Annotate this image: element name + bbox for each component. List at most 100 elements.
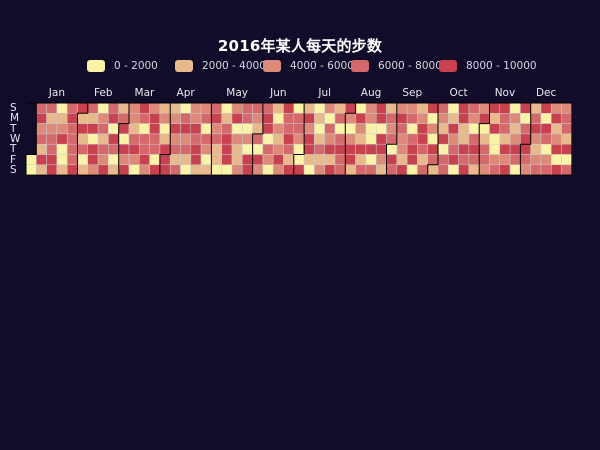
- day-cell[interactable]: [221, 164, 233, 176]
- day-cell[interactable]: [169, 102, 181, 114]
- day-cell[interactable]: [77, 113, 89, 124]
- day-cell[interactable]: [417, 113, 428, 124]
- legend-item[interactable]: 2000 - 4000: [175, 59, 266, 73]
- day-cell[interactable]: [87, 154, 99, 166]
- day-cell[interactable]: [386, 143, 398, 155]
- day-cell[interactable]: [561, 123, 573, 135]
- day-cell[interactable]: [231, 133, 243, 145]
- day-cell[interactable]: [520, 143, 531, 155]
- day-cell[interactable]: [406, 164, 418, 176]
- day-cell[interactable]: [139, 164, 150, 176]
- day-cell[interactable]: [437, 164, 449, 176]
- day-cell[interactable]: [334, 123, 346, 135]
- day-cell[interactable]: [345, 102, 356, 114]
- day-cell[interactable]: [108, 164, 119, 176]
- day-cell[interactable]: [427, 143, 439, 155]
- day-cell[interactable]: [242, 133, 253, 145]
- day-cell[interactable]: [314, 123, 325, 135]
- day-cell[interactable]: [530, 123, 542, 135]
- day-cell[interactable]: [118, 123, 130, 135]
- day-cell[interactable]: [540, 133, 552, 145]
- day-cell[interactable]: [314, 154, 325, 166]
- day-cell[interactable]: [56, 102, 68, 114]
- day-cell[interactable]: [448, 133, 459, 145]
- day-cell[interactable]: [303, 113, 315, 124]
- day-cell[interactable]: [520, 113, 531, 124]
- day-cell[interactable]: [46, 154, 58, 166]
- day-cell[interactable]: [77, 102, 89, 114]
- day-cell[interactable]: [427, 164, 439, 176]
- day-cell[interactable]: [489, 154, 501, 166]
- day-cell[interactable]: [509, 123, 521, 135]
- day-cell[interactable]: [231, 102, 243, 114]
- day-cell[interactable]: [561, 143, 573, 155]
- day-cell[interactable]: [355, 154, 367, 166]
- day-cell[interactable]: [468, 113, 480, 124]
- day-cell[interactable]: [303, 102, 315, 114]
- day-cell[interactable]: [499, 143, 511, 155]
- day-cell[interactable]: [108, 113, 119, 124]
- day-cell[interactable]: [478, 133, 490, 145]
- day-cell[interactable]: [211, 113, 222, 124]
- day-cell[interactable]: [36, 102, 47, 114]
- day-cell[interactable]: [437, 154, 449, 166]
- day-cell[interactable]: [283, 113, 295, 124]
- day-cell[interactable]: [139, 123, 150, 135]
- day-cell[interactable]: [46, 164, 58, 176]
- day-cell[interactable]: [375, 113, 387, 124]
- day-cell[interactable]: [303, 133, 315, 145]
- day-cell[interactable]: [489, 113, 501, 124]
- day-cell[interactable]: [87, 133, 99, 145]
- day-cell[interactable]: [355, 143, 367, 155]
- day-cell[interactable]: [334, 113, 346, 124]
- day-cell[interactable]: [417, 123, 428, 135]
- day-cell[interactable]: [458, 154, 470, 166]
- day-cell[interactable]: [355, 102, 367, 114]
- day-cell[interactable]: [324, 113, 336, 124]
- day-cell[interactable]: [509, 154, 521, 166]
- day-cell[interactable]: [200, 143, 212, 155]
- day-cell[interactable]: [561, 113, 573, 124]
- day-cell[interactable]: [448, 113, 459, 124]
- day-cell[interactable]: [396, 123, 408, 135]
- day-cell[interactable]: [417, 143, 428, 155]
- day-cell[interactable]: [437, 113, 449, 124]
- day-cell[interactable]: [551, 102, 562, 114]
- day-cell[interactable]: [262, 154, 274, 166]
- day-cell[interactable]: [242, 123, 253, 135]
- day-cell[interactable]: [448, 143, 459, 155]
- day-cell[interactable]: [345, 133, 356, 145]
- day-cell[interactable]: [262, 113, 274, 124]
- day-cell[interactable]: [66, 113, 78, 124]
- day-cell[interactable]: [458, 143, 470, 155]
- day-cell[interactable]: [437, 123, 449, 135]
- day-cell[interactable]: [458, 113, 470, 124]
- day-cell[interactable]: [221, 123, 233, 135]
- day-cell[interactable]: [427, 133, 439, 145]
- day-cell[interactable]: [489, 102, 501, 114]
- day-cell[interactable]: [66, 123, 78, 135]
- day-cell[interactable]: [396, 164, 408, 176]
- legend-item[interactable]: 0 - 2000: [87, 59, 158, 73]
- day-cell[interactable]: [231, 164, 243, 176]
- day-cell[interactable]: [180, 133, 192, 145]
- day-cell[interactable]: [200, 133, 212, 145]
- day-cell[interactable]: [458, 102, 470, 114]
- day-cell[interactable]: [87, 102, 99, 114]
- day-cell[interactable]: [77, 143, 89, 155]
- legend-item[interactable]: 6000 - 8000: [351, 59, 442, 73]
- day-cell[interactable]: [396, 102, 408, 114]
- day-cell[interactable]: [437, 102, 449, 114]
- day-cell[interactable]: [427, 113, 439, 124]
- day-cell[interactable]: [478, 113, 490, 124]
- day-cell[interactable]: [200, 123, 212, 135]
- day-cell[interactable]: [97, 102, 109, 114]
- day-cell[interactable]: [169, 113, 181, 124]
- day-cell[interactable]: [540, 154, 552, 166]
- day-cell[interactable]: [190, 123, 202, 135]
- day-cell[interactable]: [180, 143, 192, 155]
- day-cell[interactable]: [149, 133, 161, 145]
- day-cell[interactable]: [46, 123, 58, 135]
- day-cell[interactable]: [551, 164, 562, 176]
- day-cell[interactable]: [355, 133, 367, 145]
